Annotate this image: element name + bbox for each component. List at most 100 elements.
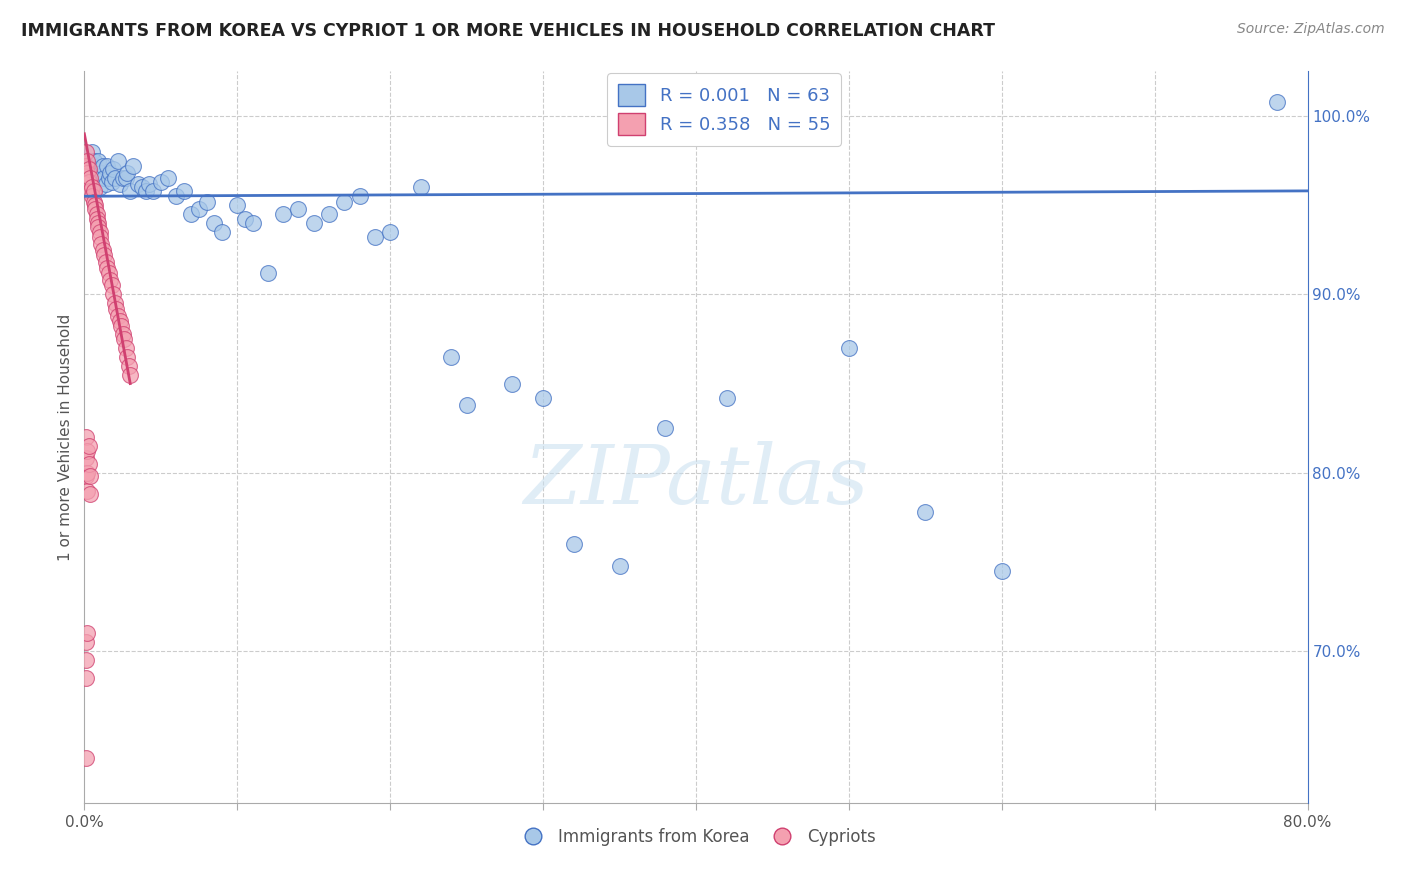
Point [173,184,195,198]
Point [91,243,114,257]
Point [456,398,478,412]
Point [104,296,127,310]
Point [333,194,356,209]
Point [131,180,153,194]
Point [991,564,1014,578]
Point [349,189,371,203]
Point [188,202,211,216]
Point [79,184,101,198]
Point [86,212,108,227]
Point [76,153,98,168]
Point [75,159,97,173]
Point [195,194,218,209]
Point [180,207,202,221]
Point [84,162,107,177]
Point [104,171,127,186]
Point [86,207,108,221]
Point [77,439,100,453]
Point [77,153,100,168]
Point [271,207,294,221]
Point [103,287,125,301]
Point [114,171,136,186]
Point [242,216,264,230]
Point [87,216,110,230]
Point [89,180,111,194]
Point [75,635,97,649]
Text: ZIPatlas: ZIPatlas [523,441,869,521]
Point [90,166,112,180]
Point [94,177,117,191]
Point [97,266,120,280]
Point [914,505,936,519]
Point [93,171,115,186]
Point [76,444,98,458]
Point [135,184,157,198]
Point [287,202,309,216]
Point [83,194,105,209]
Point [318,207,340,221]
Point [107,153,129,168]
Point [76,466,98,480]
Point [118,359,141,373]
Point [80,180,103,194]
Point [120,368,142,382]
Text: IMMIGRANTS FROM KOREA VS CYPRIOT 1 OR MORE VEHICLES IN HOUSEHOLD CORRELATION CHA: IMMIGRANTS FROM KOREA VS CYPRIOT 1 OR MO… [21,22,995,40]
Point [94,255,117,269]
Point [98,166,121,180]
Point [76,166,98,180]
Point [77,175,100,189]
Point [114,341,136,355]
Point [105,301,128,316]
Point [115,350,138,364]
Text: Source: ZipAtlas.com: Source: ZipAtlas.com [1237,22,1385,37]
Point [80,145,103,159]
Point [654,421,676,435]
Point [97,171,120,186]
Point [838,341,860,355]
Point [112,332,135,346]
Point [89,230,111,244]
Point [108,177,131,191]
Point [89,225,111,239]
Point [96,159,118,173]
Point [87,219,110,234]
Point [77,162,100,177]
Point [111,326,134,341]
Point [75,653,97,667]
Point [79,487,101,501]
Y-axis label: 1 or more Vehicles in Household: 1 or more Vehicles in Household [58,313,73,561]
Point [142,184,165,198]
Point [157,171,180,186]
Point [149,175,172,189]
Point [302,216,325,230]
Point [531,391,554,405]
Point [562,537,585,551]
Point [127,177,149,191]
Point [76,483,98,498]
Point [87,153,110,168]
Point [83,184,105,198]
Point [138,177,160,191]
Point [120,184,142,198]
Point [716,391,738,405]
Point [91,159,114,173]
Point [202,216,225,230]
Point [75,469,97,483]
Point [380,225,402,239]
Point [79,171,101,186]
Point [80,189,103,203]
Point [107,309,129,323]
Point [84,198,107,212]
Point [108,314,131,328]
Point [502,376,524,391]
Point [609,558,631,573]
Point [75,145,97,159]
Point [76,626,98,640]
Point [409,180,432,194]
Point [77,457,100,471]
Point [75,671,97,685]
Point [90,237,112,252]
Point [93,248,115,262]
Point [75,751,97,765]
Point [233,212,256,227]
